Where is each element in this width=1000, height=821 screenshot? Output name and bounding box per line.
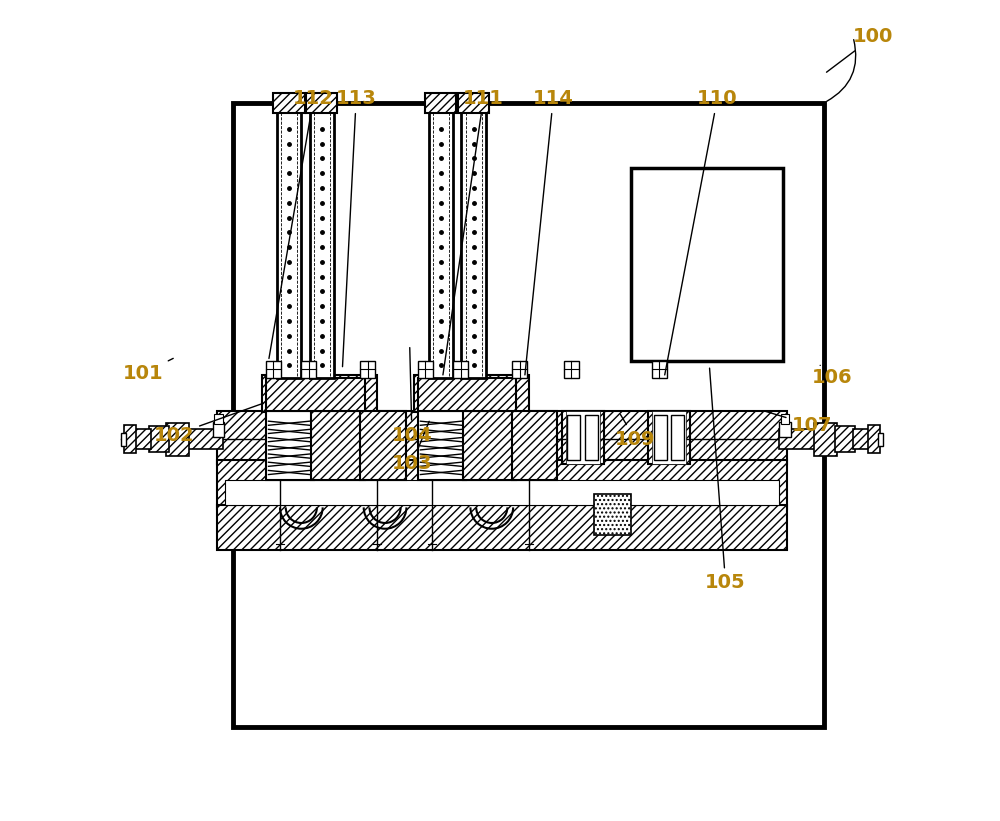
Bar xyxy=(266,361,281,378)
Bar xyxy=(779,422,791,437)
Bar xyxy=(418,378,516,410)
Bar xyxy=(418,410,466,480)
Text: 104: 104 xyxy=(392,347,432,445)
Text: 100: 100 xyxy=(827,27,893,72)
Bar xyxy=(277,107,301,378)
Bar xyxy=(461,107,486,378)
Bar xyxy=(306,93,337,113)
Bar xyxy=(648,410,690,464)
Bar xyxy=(781,414,789,424)
Bar xyxy=(266,378,365,410)
Bar xyxy=(564,361,579,378)
Bar xyxy=(135,429,151,449)
Bar xyxy=(814,423,837,456)
Bar xyxy=(585,415,598,460)
Bar xyxy=(868,425,880,453)
Text: 110: 110 xyxy=(665,89,738,375)
Bar xyxy=(360,410,406,480)
Bar xyxy=(273,93,305,113)
Bar xyxy=(562,410,604,464)
Bar xyxy=(567,415,580,460)
Bar xyxy=(652,361,667,378)
Text: 101: 101 xyxy=(122,359,173,383)
Text: 112: 112 xyxy=(269,89,334,359)
Text: 103: 103 xyxy=(392,421,432,474)
Bar xyxy=(512,410,557,480)
Bar xyxy=(262,375,377,412)
Bar xyxy=(310,107,334,378)
Bar xyxy=(458,93,489,113)
Bar xyxy=(214,414,223,424)
Bar xyxy=(853,429,869,449)
Bar xyxy=(360,361,375,378)
Text: 113: 113 xyxy=(336,89,377,367)
Bar xyxy=(512,361,527,378)
Bar xyxy=(418,361,433,378)
Bar xyxy=(835,426,855,452)
Bar xyxy=(121,433,126,446)
Text: 102: 102 xyxy=(154,403,263,445)
Text: 111: 111 xyxy=(443,89,504,375)
Bar xyxy=(654,415,667,460)
Bar xyxy=(311,410,365,480)
Bar xyxy=(429,107,453,378)
Bar xyxy=(425,93,456,113)
Bar xyxy=(166,423,189,456)
Bar xyxy=(266,410,314,480)
Bar xyxy=(671,415,684,460)
Text: 109: 109 xyxy=(615,415,655,449)
Bar xyxy=(453,361,468,378)
Bar xyxy=(225,480,779,505)
Bar xyxy=(213,422,224,437)
Bar xyxy=(779,429,819,449)
Text: 106: 106 xyxy=(812,365,853,388)
Bar xyxy=(301,361,316,378)
Bar xyxy=(463,410,516,480)
Bar xyxy=(594,494,631,535)
Bar xyxy=(566,410,600,464)
Text: 107: 107 xyxy=(765,411,832,435)
Text: 105: 105 xyxy=(705,368,746,593)
Text: 114: 114 xyxy=(525,89,574,375)
Bar xyxy=(149,426,169,452)
Bar xyxy=(414,375,529,412)
Bar xyxy=(184,429,223,449)
Bar xyxy=(217,410,787,464)
Bar xyxy=(124,425,136,453)
Bar xyxy=(631,168,783,361)
Bar xyxy=(217,505,787,550)
Bar xyxy=(878,433,883,446)
Bar xyxy=(233,103,824,727)
Bar xyxy=(217,460,787,509)
Bar xyxy=(652,410,686,464)
